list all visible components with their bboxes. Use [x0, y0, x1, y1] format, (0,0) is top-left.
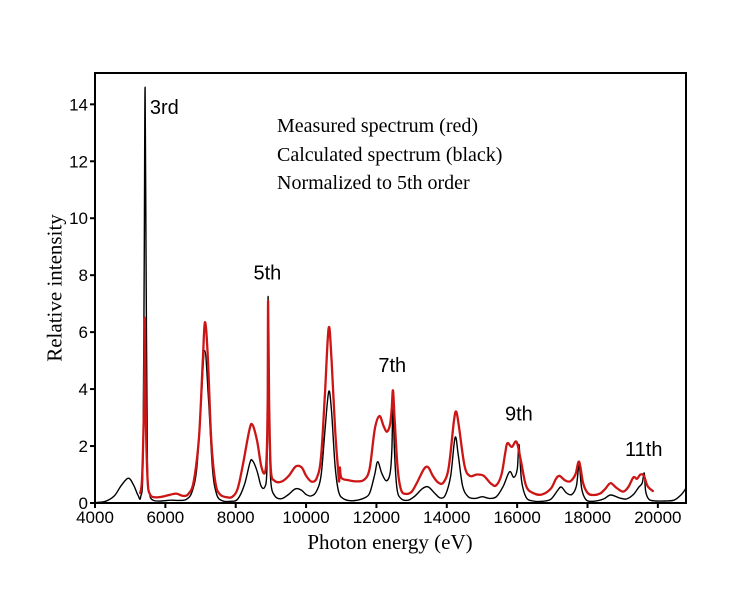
- legend-line-calculated: Calculated spectrum (black): [277, 143, 503, 166]
- y-tick-label: 4: [79, 380, 88, 399]
- series-measured-spectrum: [139, 299, 654, 499]
- y-axis-title: Relative intensity: [42, 214, 67, 362]
- y-tick-label: 14: [69, 95, 88, 114]
- y-tick-label: 0: [79, 494, 88, 513]
- legend-line-measured: Measured spectrum (red): [277, 115, 479, 137]
- order-label: 11th: [625, 439, 662, 461]
- order-label: 9th: [505, 403, 533, 425]
- x-tick-label: 4000: [76, 508, 114, 527]
- y-tick-label: 6: [79, 323, 88, 342]
- x-tick-label: 16000: [494, 508, 541, 527]
- y-tick-label: 10: [69, 209, 88, 228]
- order-label: 5th: [253, 262, 281, 284]
- x-tick-label: 10000: [282, 508, 329, 527]
- x-axis-title: Photon energy (eV): [307, 530, 473, 554]
- order-label: 3rd: [150, 97, 179, 119]
- x-tick-label: 14000: [423, 508, 470, 527]
- legend: Measured spectrum (red) Calculated spect…: [277, 112, 502, 198]
- y-tick-label: 12: [69, 152, 88, 171]
- plot-box: [94, 72, 687, 504]
- x-tick-label: 18000: [564, 508, 611, 527]
- x-tick-label: 12000: [353, 508, 400, 527]
- x-tick-label: 8000: [217, 508, 255, 527]
- y-tick-label: 8: [79, 266, 88, 285]
- series-calculated-spectrum: [96, 86, 686, 504]
- x-tick-label: 20000: [634, 508, 681, 527]
- legend-line-normalized: Normalized to 5th order: [277, 172, 470, 194]
- y-tick-label: 2: [79, 437, 88, 456]
- x-tick-label: 6000: [146, 508, 184, 527]
- order-label: 7th: [378, 355, 406, 377]
